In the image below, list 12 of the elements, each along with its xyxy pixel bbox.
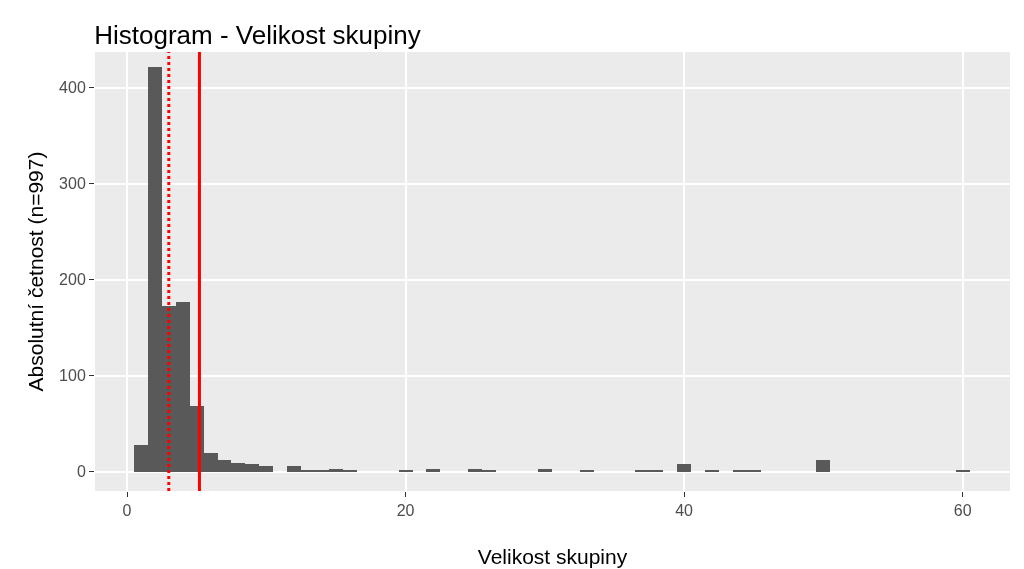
x-tick-label: 20 [396, 502, 415, 520]
y-tick-label: 100 [59, 367, 86, 385]
y-tick-label: 0 [76, 463, 86, 481]
y-tick-label: 400 [59, 79, 86, 97]
chart-title: Histogram - Velikost skupiny [94, 19, 421, 50]
y-axis-title: Absolutní četnost (n=997) [24, 151, 47, 392]
x-tick-label: 40 [675, 502, 694, 520]
x-tick-label: 60 [953, 502, 972, 520]
y-tick-label: 300 [59, 175, 86, 193]
y-tick-label: 200 [59, 271, 86, 289]
x-axis-title: Velikost skupiny [477, 545, 628, 568]
x-tick-label: 0 [122, 502, 132, 520]
